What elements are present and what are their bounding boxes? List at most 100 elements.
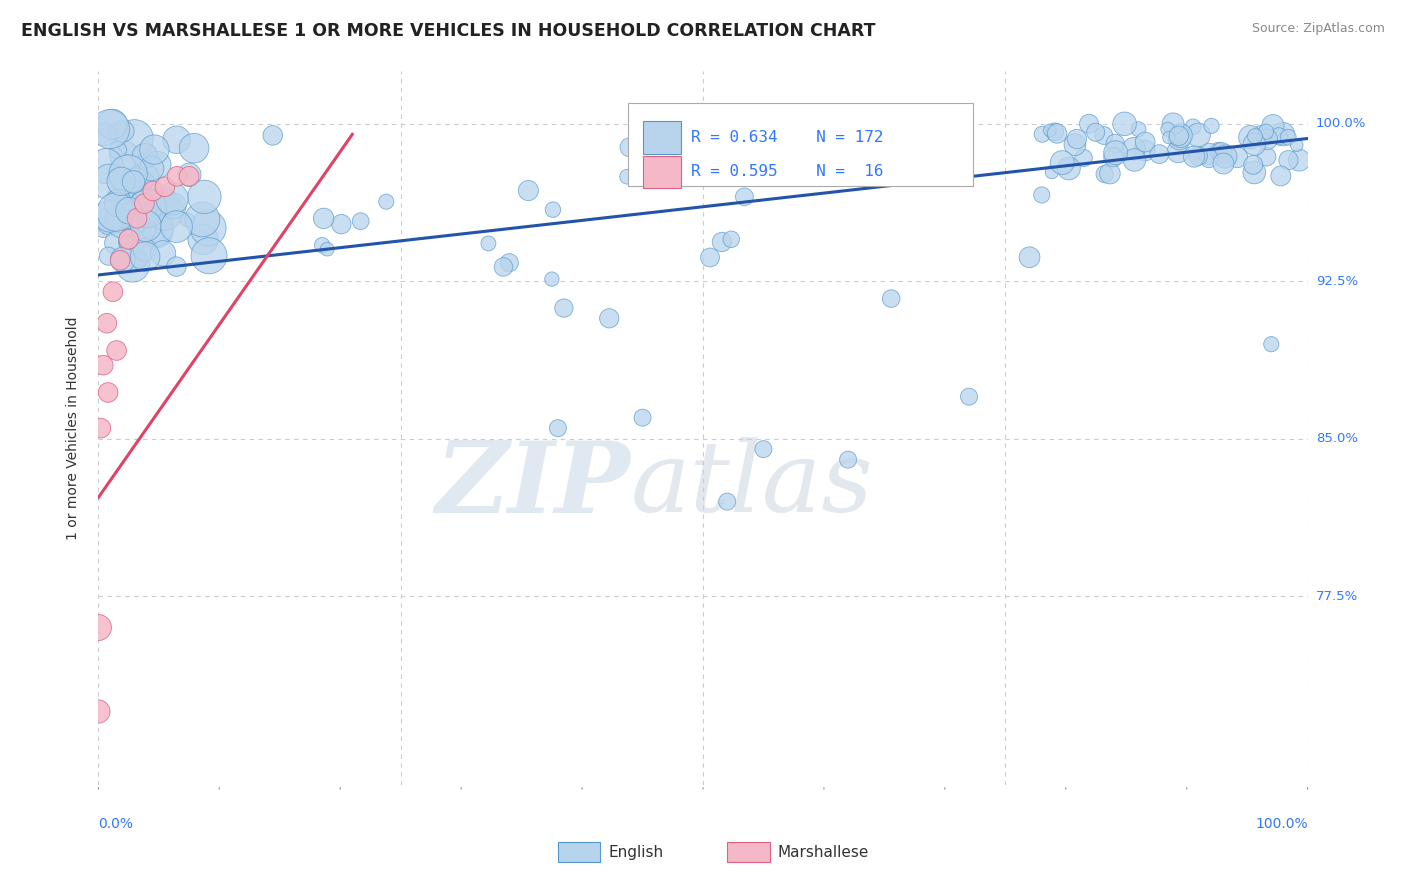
Point [112,124,135,138]
Point [127,211,149,226]
Point [179,168,201,182]
Point [118,190,141,204]
Point [1064,137,1087,152]
Point [143,143,166,157]
Text: 92.5%: 92.5% [1316,275,1358,288]
Point [131,221,153,235]
Point [908,117,931,131]
Point [136,146,159,161]
Point [153,204,176,219]
Point [1201,119,1223,133]
Point [1167,128,1189,143]
Point [134,250,156,264]
Point [1043,125,1066,139]
Point [165,260,187,274]
Point [1254,125,1277,139]
Point [1057,161,1080,176]
Point [118,203,141,218]
Point [793,117,815,131]
Point [166,169,188,184]
Point [97,249,120,263]
Text: 100.0%: 100.0% [1256,817,1308,831]
Point [98,214,121,228]
Point [111,213,134,227]
Point [1031,127,1053,141]
Point [716,494,738,508]
Point [1073,151,1095,165]
Point [105,205,128,219]
Point [183,141,205,155]
Point [179,169,201,184]
Point [122,175,145,189]
Point [1046,127,1069,141]
Text: ZIP: ZIP [436,437,630,533]
Point [1168,132,1191,146]
Point [125,176,148,190]
Point [101,285,124,299]
Point [1187,149,1209,163]
Point [132,202,155,217]
Point [733,190,755,204]
Point [312,211,335,226]
Point [1104,145,1126,160]
Point [98,209,121,223]
Point [1268,129,1291,144]
Point [1066,132,1088,146]
Point [122,220,145,235]
Point [94,159,117,173]
Point [135,174,157,188]
Point [197,221,219,235]
Point [107,196,129,211]
Point [350,214,373,228]
Point [87,705,110,719]
Point [1052,155,1074,169]
Point [1133,144,1156,158]
Point [828,160,851,174]
Point [375,194,398,209]
Text: R = 0.595    N =  16: R = 0.595 N = 16 [690,164,883,179]
Point [104,235,127,250]
Point [1271,127,1294,141]
Text: ENGLISH VS MARSHALLESE 1 OR MORE VEHICLES IN HOUSEHOLD CORRELATION CHART: ENGLISH VS MARSHALLESE 1 OR MORE VEHICLE… [21,22,876,40]
Point [1182,150,1205,164]
Point [1256,150,1278,164]
Point [134,149,156,163]
Point [1149,147,1171,161]
Point [121,258,143,272]
Y-axis label: 1 or more Vehicles in Household: 1 or more Vehicles in Household [66,317,80,540]
Point [1123,153,1146,167]
Text: Source: ZipAtlas.com: Source: ZipAtlas.com [1251,22,1385,36]
Point [1198,147,1220,161]
Point [198,249,221,263]
Point [1133,135,1156,149]
Point [1261,119,1284,133]
Point [1039,123,1062,137]
Point [688,117,710,131]
Point [752,442,775,457]
Point [598,311,620,326]
Point [1114,117,1136,131]
Point [134,243,156,257]
Point [616,169,638,184]
Point [111,252,134,267]
Point [107,127,129,141]
Point [1226,150,1249,164]
Point [1239,130,1261,145]
Text: 0.0%: 0.0% [98,817,134,831]
Point [710,235,733,249]
Point [720,232,742,246]
Point [110,174,132,188]
Point [135,219,157,233]
Point [121,235,143,249]
Point [91,220,114,235]
Point [1040,165,1063,179]
Point [1018,250,1040,264]
Point [152,246,174,260]
Point [1256,132,1278,146]
Point [1084,125,1107,139]
Point [1128,122,1150,136]
Point [87,621,110,635]
Point [817,166,839,180]
Point [193,190,215,204]
Bar [643,155,682,188]
